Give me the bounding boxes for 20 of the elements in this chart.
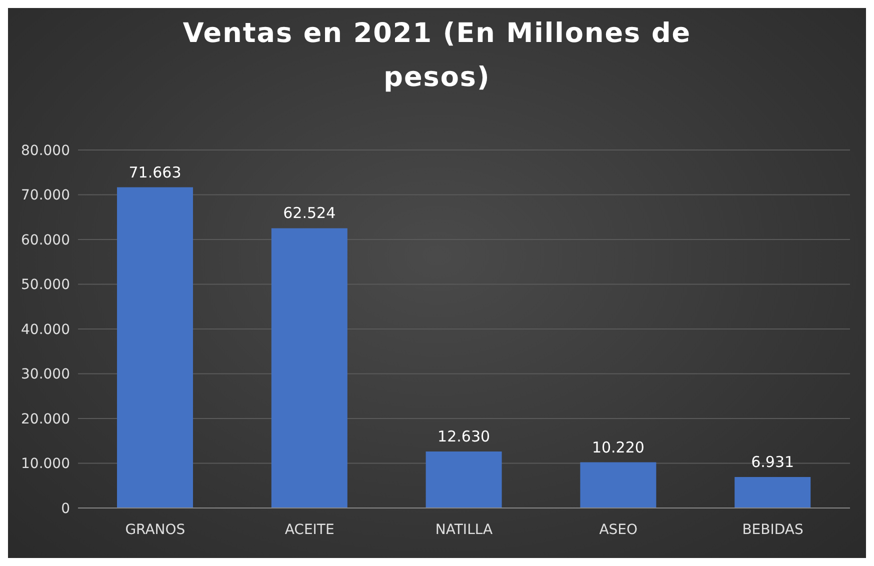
y-tick-label: 10.000	[21, 456, 70, 472]
y-tick-label: 70.000	[21, 188, 70, 204]
y-tick-label: 40.000	[21, 322, 70, 338]
x-tick-label: ACEITE	[284, 522, 334, 538]
x-tick-label: GRANOS	[125, 522, 186, 538]
x-tick-label: BEBIDAS	[742, 522, 804, 538]
y-tick-label: 20.000	[21, 411, 70, 428]
y-tick-label: 50.000	[21, 277, 70, 294]
data-label: 62.524	[283, 204, 336, 222]
y-tick-label: 0	[61, 500, 70, 517]
data-label: 12.630	[438, 427, 490, 446]
y-tick-label: 30.000	[21, 366, 70, 383]
chart-title: Ventas en 2021 (En Millones de pesos)	[182, 17, 692, 95]
x-tick-label: NATILLA	[435, 522, 493, 538]
data-label: 71.663	[128, 163, 182, 182]
y-tick-label: 60.000	[21, 232, 70, 248]
x-tick-label: ASEO	[599, 522, 638, 538]
y-tick-label: 80.000	[21, 142, 70, 159]
data-label: 6.931	[751, 452, 794, 471]
data-label: 10.220	[592, 438, 644, 456]
